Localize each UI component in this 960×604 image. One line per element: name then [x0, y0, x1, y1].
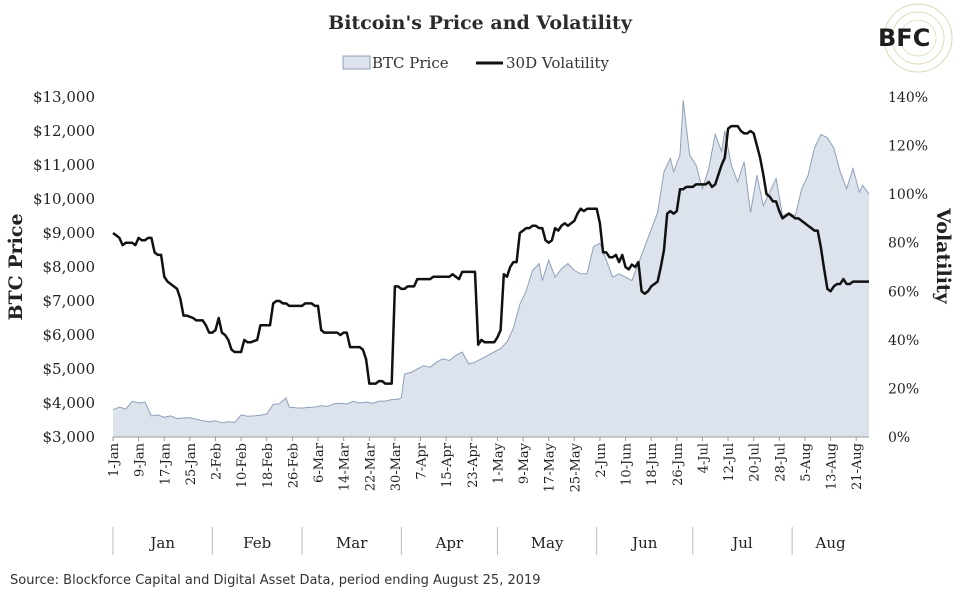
month-label: Jul — [730, 534, 753, 552]
axes-layer — [112, 436, 869, 555]
y-tick-label: $3,000 — [43, 428, 96, 446]
source-note: Source: Blockforce Capital and Digital A… — [10, 573, 541, 588]
y-tick-label: $13,000 — [33, 88, 95, 106]
y2-tick-label: 60% — [888, 284, 919, 300]
x-tick-label: 26-Feb — [286, 443, 301, 488]
y-tick-label: $12,000 — [33, 122, 95, 140]
month-label: Jun — [630, 534, 658, 552]
x-tick-label: 30-Mar — [389, 442, 404, 491]
x-tick-label: 14-Mar — [338, 442, 353, 491]
y-tick-label: $9,000 — [43, 224, 96, 242]
month-label: Jan — [148, 534, 175, 552]
logo-ring-outer — [883, 3, 953, 73]
legend-label-volatility: 30D Volatility — [506, 54, 610, 72]
x-tick-label: 17-Jan — [158, 442, 173, 485]
x-tick-label: 2-Jun — [594, 442, 609, 477]
x-tick-label: 6-Mar — [312, 442, 327, 483]
x-tick-label: 22-Mar — [363, 442, 378, 491]
y2-axis-title: Volatility — [932, 207, 954, 304]
month-label: Feb — [243, 534, 271, 552]
logo-ring-inner — [899, 19, 937, 57]
x-tick-label: 1-Jan — [107, 442, 122, 477]
legend: BTC Price 30D Volatility — [342, 54, 610, 72]
y-axis-title: BTC Price — [5, 213, 27, 320]
x-tick-label: 10-Feb — [235, 443, 250, 488]
x-tick-label: 9-May — [517, 442, 532, 484]
logo-ring-middle — [891, 11, 945, 65]
x-tick-label: 7-Apr — [415, 442, 430, 479]
volatility-line — [112, 124, 869, 385]
x-tick-label: 9-Jan — [133, 442, 148, 477]
month-label: Apr — [435, 534, 464, 552]
x-tick-label: 12-Jul — [722, 443, 737, 482]
logo-text: BFC — [878, 24, 930, 52]
y2-tick-label: 100% — [888, 187, 928, 203]
x-tick-labels: 1-Jan 9-Jan 17-Jan 25-Jan 2-Feb 10-Feb 18-Feb 2… — [107, 437, 865, 492]
volatility-line-layer — [112, 124, 869, 385]
x-tick-label: 25-May — [568, 442, 583, 492]
y-tick-label: $7,000 — [43, 292, 96, 310]
month-label: May — [531, 534, 564, 552]
y-tick-labels: $3,000 $4,000 $5,000 $6,000 $7,000 $8,000 $9,0… — [33, 88, 95, 446]
x-tick-label: 17-May — [543, 442, 558, 492]
y-tick-label: $10,000 — [33, 190, 95, 208]
bfc-logo: BFC — [878, 3, 953, 73]
x-tick-label: 20-Jul — [748, 443, 763, 482]
x-tick-label: 18-Feb — [261, 443, 276, 488]
btc-price-outline — [112, 100, 870, 424]
month-label: Mar — [336, 534, 368, 552]
y2-tick-label: 80% — [888, 236, 919, 252]
y-tick-label: $5,000 — [43, 360, 96, 378]
x-tick-label: 21-Aug — [850, 443, 865, 490]
x-tick-label: 25-Jan — [184, 442, 199, 485]
x-tick-label: 4-Jul — [696, 443, 711, 473]
y2-tick-labels: 0% 20% 40% 60% 80% 100% 120% 140% — [888, 90, 928, 446]
x-tick-label: 13-Aug — [825, 443, 840, 490]
y2-tick-label: 20% — [888, 381, 919, 397]
x-tick-label: 10-Jun — [620, 442, 635, 486]
x-tick-label: 15-Apr — [440, 442, 455, 488]
legend-swatch-btc-price — [342, 55, 371, 70]
y-tick-label: $4,000 — [43, 394, 96, 412]
x-tick-label: 1-May — [491, 442, 506, 484]
legend-label-btc-price: BTC Price — [372, 54, 449, 72]
y2-tick-label: 140% — [888, 90, 928, 106]
y-tick-label: $11,000 — [33, 156, 95, 174]
x-tick-label: 5-Aug — [799, 443, 814, 482]
y2-tick-label: 120% — [888, 139, 928, 155]
x-tick-label: 26-Jun — [671, 442, 686, 486]
x-tick-label: 23-Apr — [466, 442, 481, 488]
btc-price-area — [113, 100, 869, 438]
x-tick-label: 28-Jul — [773, 443, 788, 482]
y2-tick-label: 0% — [888, 430, 910, 446]
y-tick-label: $8,000 — [43, 258, 96, 276]
month-labels: Jan Feb Mar Apr May Jun Jul Aug — [148, 527, 846, 555]
month-label: Aug — [815, 534, 846, 552]
x-tick-label: 18-Jun — [645, 442, 660, 486]
chart-title: Bitcoin's Price and Volatility — [328, 12, 633, 34]
x-tick-label: 2-Feb — [210, 443, 225, 480]
y-tick-label: $6,000 — [43, 326, 96, 344]
y2-tick-label: 40% — [888, 333, 919, 349]
price-area-layer — [112, 100, 870, 438]
